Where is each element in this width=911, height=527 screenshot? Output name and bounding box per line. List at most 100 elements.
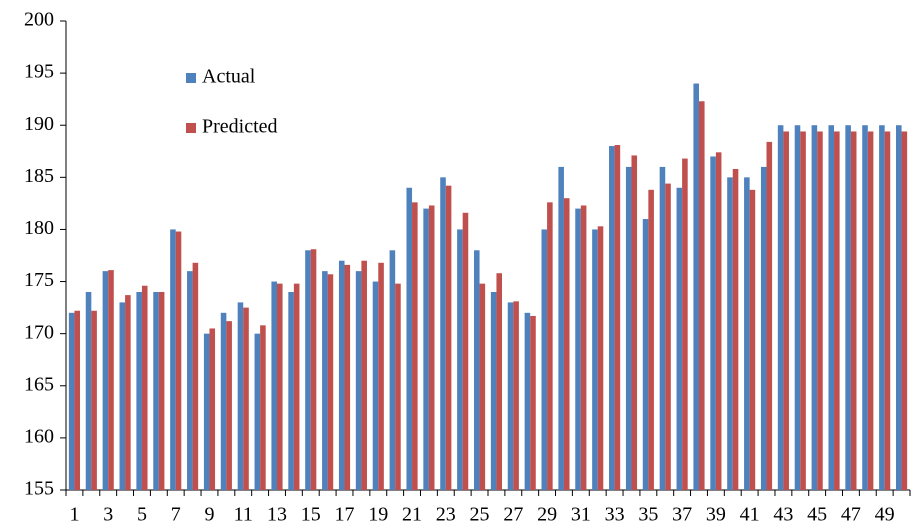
bar	[749, 189, 756, 490]
bar	[406, 187, 413, 490]
bar	[642, 219, 649, 490]
x-tick-label: 25	[470, 504, 490, 526]
bar	[760, 166, 767, 490]
bar	[609, 146, 615, 491]
bar	[558, 166, 564, 490]
bar	[530, 315, 536, 490]
bar	[828, 125, 835, 490]
bar	[108, 270, 114, 490]
bar	[322, 271, 328, 490]
bar	[136, 291, 142, 490]
bar	[479, 283, 486, 490]
x-tick-label: 13	[267, 504, 287, 526]
y-tick-label: 190	[24, 113, 54, 135]
bar	[732, 168, 739, 491]
bar	[277, 283, 283, 490]
x-tick-label: 29	[537, 504, 557, 526]
bar	[541, 229, 548, 490]
bar	[85, 291, 92, 490]
bar	[153, 291, 159, 490]
bar	[490, 291, 497, 490]
bar	[412, 202, 418, 490]
x-tick-label: 3	[103, 504, 113, 526]
x-tick-label: 47	[841, 504, 861, 526]
bar	[457, 229, 463, 490]
x-tick-label: 35	[638, 504, 658, 526]
y-tick-label: 170	[24, 321, 54, 343]
bar	[507, 302, 514, 490]
bar	[125, 295, 131, 490]
bar	[845, 125, 851, 490]
bar	[440, 177, 446, 491]
bar	[428, 205, 435, 490]
bar	[682, 158, 688, 490]
bar	[220, 312, 227, 490]
bar	[699, 101, 705, 491]
y-tick-label: 160	[24, 425, 54, 447]
bar	[800, 131, 806, 490]
y-tick-label: 175	[24, 269, 54, 291]
bar	[834, 131, 840, 490]
bar	[226, 321, 232, 490]
bar	[271, 281, 277, 490]
x-tick-label: 17	[335, 504, 355, 526]
bar	[777, 125, 784, 490]
bar	[580, 205, 587, 490]
bar	[727, 177, 733, 491]
bar	[175, 231, 182, 491]
bar	[895, 125, 902, 490]
bar	[884, 131, 891, 490]
bar	[355, 271, 362, 490]
y-tick-label: 195	[24, 61, 54, 83]
bar	[462, 212, 469, 490]
bar	[879, 125, 885, 490]
x-tick-label: 19	[368, 504, 388, 526]
x-tick-label: 33	[605, 504, 625, 526]
y-tick-label: 200	[24, 9, 54, 31]
bar	[817, 131, 823, 490]
bar	[625, 166, 632, 490]
bar	[575, 208, 581, 490]
x-tick-label: 21	[402, 504, 422, 526]
bar	[423, 208, 429, 490]
bar	[372, 281, 379, 490]
bar	[445, 185, 452, 490]
bar	[710, 156, 716, 490]
x-tick-label: 37	[672, 504, 692, 526]
x-tick-label: 5	[137, 504, 147, 526]
bar	[209, 328, 216, 490]
x-tick-label: 11	[234, 504, 253, 526]
bar	[344, 264, 351, 490]
bar	[260, 325, 266, 490]
x-tick-label: 27	[503, 504, 523, 526]
bar	[513, 301, 519, 490]
bar	[327, 274, 334, 490]
x-tick-label: 43	[773, 504, 793, 526]
bar	[901, 131, 908, 490]
x-tick-label: 7	[171, 504, 181, 526]
y-tick-label: 155	[24, 478, 54, 500]
bar	[744, 177, 750, 491]
bar	[395, 283, 401, 490]
bar	[102, 271, 109, 490]
bar	[862, 125, 868, 490]
y-tick-label: 165	[24, 373, 54, 395]
bar	[563, 198, 570, 490]
bar	[597, 226, 604, 490]
bar	[158, 291, 165, 490]
x-tick-label: 9	[204, 504, 214, 526]
bar	[766, 141, 773, 491]
x-tick-label: 41	[740, 504, 760, 526]
x-tick-label: 23	[436, 504, 456, 526]
bar	[141, 285, 148, 490]
legend-swatch	[186, 73, 196, 83]
bar	[243, 307, 249, 490]
bar	[310, 249, 317, 490]
bar	[547, 202, 553, 490]
bar	[811, 125, 818, 490]
bar	[473, 250, 480, 490]
bar	[305, 250, 311, 490]
bar	[850, 131, 857, 490]
bar	[524, 312, 531, 490]
